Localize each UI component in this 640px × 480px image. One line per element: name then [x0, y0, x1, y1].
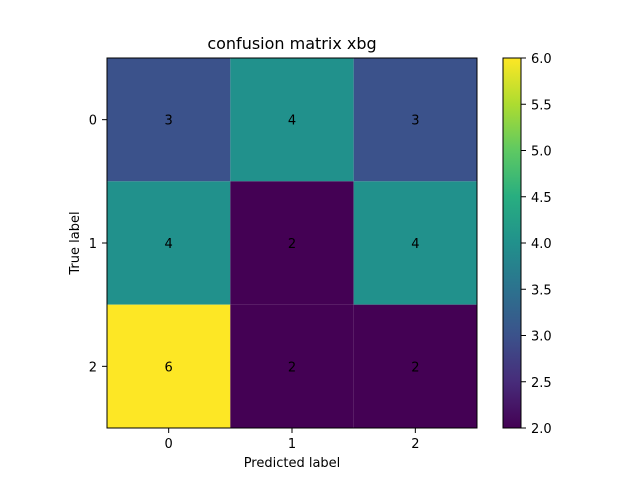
heatmap-text-layer: 3 4 3 4 2 4 6 2 2: [165, 114, 420, 376]
heatmap-cell-1-1: [230, 181, 354, 305]
heatmap-cell-2-2: [353, 304, 477, 428]
heatmap-value-2-0: 6: [165, 360, 173, 375]
heatmap-cell-0-1: [230, 58, 354, 182]
heatmap-value-0-0: 3: [165, 114, 173, 129]
heatmap-cell-2-1: [230, 304, 354, 428]
x-tick-label-2: 2: [411, 437, 419, 452]
heatmap-layer: [107, 58, 477, 428]
chart-title: confusion matrix xbg: [207, 34, 376, 53]
y-axis-label: True label: [68, 211, 83, 275]
x-tick-label-1: 1: [288, 437, 296, 452]
heatmap-cell-0-2: [353, 58, 477, 182]
heatmap-cell-1-2: [353, 181, 477, 305]
heatmap-value-1-2: 4: [411, 237, 419, 252]
heatmap-value-0-1: 4: [288, 114, 296, 129]
heatmap-value-0-2: 3: [411, 114, 419, 129]
heatmap-cell-1-0: [107, 181, 231, 305]
heatmap-cell-0-0: [107, 58, 231, 182]
colorbar-tick-label-6: 5.0: [531, 145, 552, 160]
y-tick-label-2: 2: [89, 360, 97, 375]
colorbar-tick-label-2: 3.0: [531, 330, 552, 345]
colorbar-tick-label-7: 5.5: [531, 98, 552, 113]
heatmap-value-2-1: 2: [288, 360, 296, 375]
colorbar: [502, 57, 522, 429]
heatmap-value-1-0: 4: [165, 237, 173, 252]
x-axis-label: Predicted label: [244, 456, 341, 471]
colorbar-tick-label-1: 2.5: [531, 376, 552, 391]
colorbar-tick-label-4: 4.0: [531, 237, 552, 252]
colorbar-layer: 2.0 2.5 3.0 3.5 4.0 4.5 5.0 5.5 6.0: [502, 52, 552, 437]
heatmap-cell-2-0: [107, 304, 231, 428]
y-tick-label-0: 0: [89, 114, 97, 129]
heatmap-value-2-2: 2: [411, 360, 419, 375]
x-tick-label-0: 0: [165, 437, 173, 452]
colorbar-tick-label-5: 4.5: [531, 191, 552, 206]
colorbar-tick-label-8: 6.0: [531, 52, 552, 67]
colorbar-tick-label-0: 2.0: [531, 422, 552, 437]
axis-layer: 0 1 2 0 1 2: [89, 57, 478, 452]
heatmap-value-1-1: 2: [288, 237, 296, 252]
y-tick-label-1: 1: [89, 237, 97, 252]
colorbar-tick-label-3: 3.5: [531, 283, 552, 298]
